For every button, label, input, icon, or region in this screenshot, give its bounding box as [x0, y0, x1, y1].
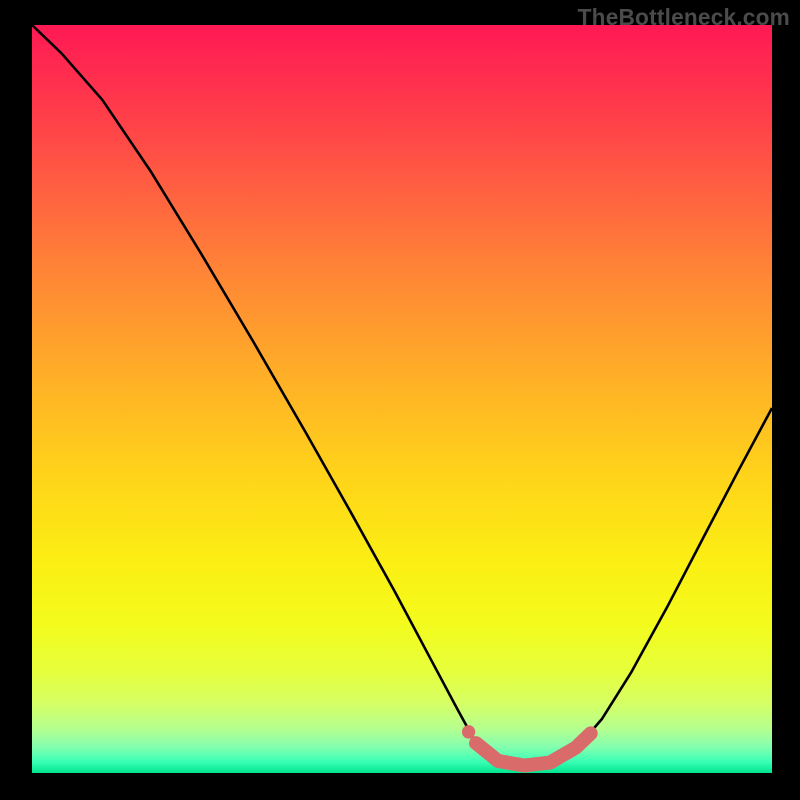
highlight-marker — [462, 725, 475, 738]
chart-frame: TheBottleneck.com — [0, 0, 800, 800]
watermark-text: TheBottleneck.com — [578, 4, 790, 31]
plot-area — [32, 25, 772, 773]
gradient-background — [32, 25, 772, 773]
